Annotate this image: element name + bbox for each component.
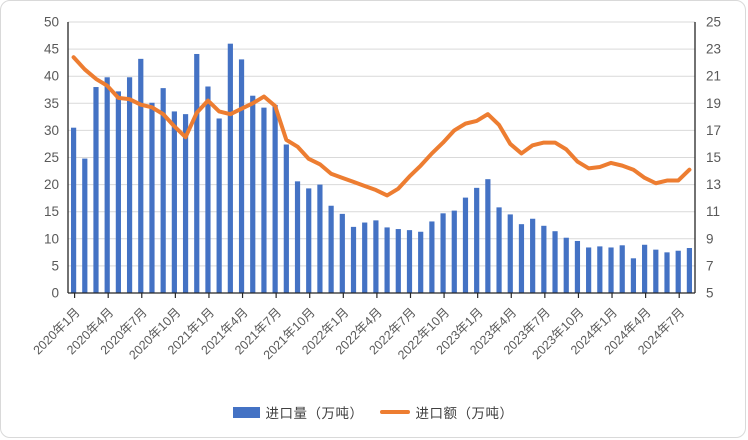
import-volume-bar <box>171 111 177 294</box>
import-volume-bar <box>630 258 637 293</box>
import-volume-bar <box>126 77 133 293</box>
y-left-tick-label: 5 <box>51 258 59 273</box>
import-volume-bar <box>205 86 211 293</box>
import-volume-bar <box>675 250 681 293</box>
y-left-tick-label: 15 <box>44 204 59 219</box>
y-right-tick-label: 9 <box>706 231 714 246</box>
import-volume-bar <box>474 187 480 293</box>
legend-item-import-volume: 进口量（万吨） <box>232 402 364 422</box>
import-volume-bar <box>395 229 401 293</box>
bar-series-swatch-icon <box>232 406 260 418</box>
y-right-tick-label: 25 <box>706 15 721 30</box>
import-volume-bar <box>518 224 525 293</box>
import-volume-bar <box>541 225 547 293</box>
y-left-tick-label: 10 <box>44 231 59 246</box>
line-series-swatch-icon <box>379 410 410 414</box>
import-volume-bar <box>462 197 469 293</box>
y-left-tick-label: 30 <box>44 123 59 138</box>
import-volume-bar <box>182 114 189 293</box>
y-left-tick-label: 40 <box>44 69 59 84</box>
import-volume-bar <box>149 102 155 294</box>
y-left-tick-label: 25 <box>44 150 59 165</box>
import-volume-bar <box>485 179 491 293</box>
import-volume-bar <box>306 188 312 293</box>
import-volume-bar <box>328 205 334 293</box>
import-volume-bar <box>227 43 233 294</box>
import-volume-bar <box>686 248 693 293</box>
legend-label-import-value: 进口额（万吨） <box>415 406 514 421</box>
import-volume-bar <box>115 91 121 293</box>
import-volume-bar <box>597 246 603 293</box>
y-right-tick-label: 7 <box>706 258 714 273</box>
import-volume-bar <box>93 87 99 293</box>
import-volume-bar <box>138 58 144 293</box>
import-volume-bar <box>362 222 368 293</box>
import-volume-bar <box>440 213 446 293</box>
legend-label-import-volume: 进口量（万吨） <box>265 406 364 421</box>
import-volume-bar <box>574 240 581 293</box>
import-value-line <box>71 55 692 198</box>
import-volume-bar <box>563 237 569 293</box>
y-right-tick-label: 23 <box>706 42 721 57</box>
import-volume-bar <box>429 221 435 293</box>
y-left-tick-label: 50 <box>44 15 59 30</box>
import-volume-bar <box>451 210 457 293</box>
import-volume-bar <box>664 252 670 293</box>
import-volume-bar <box>642 244 648 293</box>
import-volume-bar <box>507 214 513 293</box>
import-volume-bar <box>406 230 413 293</box>
y-left-tick-label: 45 <box>44 42 59 57</box>
import-volume-bar <box>261 107 267 293</box>
import-volume-bar <box>160 88 166 294</box>
y-right-tick-label: 19 <box>706 96 721 111</box>
import-volume-bar <box>339 213 345 293</box>
import-volume-bar <box>70 127 77 293</box>
import-volume-bar <box>317 184 323 293</box>
import-volume-bar <box>238 59 245 294</box>
import-volume-bar <box>530 218 536 293</box>
legend: 进口量（万吨） 进口额（万吨） <box>1 402 745 422</box>
import-volume-bar <box>272 104 278 294</box>
y-left-tick-label: 35 <box>44 96 59 111</box>
import-volume-bar <box>373 220 379 293</box>
y-right-tick-label: 5 <box>706 286 714 301</box>
import-volume-bar <box>552 231 558 293</box>
y-right-tick-label: 11 <box>706 204 720 219</box>
import-volume-bar <box>216 118 222 293</box>
import-volume-bar <box>350 226 357 293</box>
import-volume-bar <box>194 53 200 294</box>
import-volume-bar <box>496 207 502 293</box>
legend-item-import-value: 进口额（万吨） <box>379 402 514 422</box>
y-right-tick-label: 21 <box>706 69 721 84</box>
y-right-tick-label: 15 <box>706 150 721 165</box>
import-volume-bar <box>384 227 390 293</box>
y-left-tick-label: 0 <box>51 286 59 301</box>
import-volume-bar <box>619 245 625 293</box>
import-volume-bar <box>586 247 592 293</box>
y-right-tick-label: 17 <box>706 123 721 138</box>
import-volume-bars <box>70 43 693 294</box>
y-right-tick-label: 13 <box>706 177 721 192</box>
import-volume-bar <box>294 181 301 293</box>
import-volume-bar <box>283 144 289 293</box>
import-volume-bar <box>104 77 110 293</box>
import-volume-bar <box>418 231 424 293</box>
import-volume-bar <box>653 249 659 293</box>
import-volume-bar <box>608 247 614 293</box>
import-volume-bar <box>250 95 256 293</box>
import-volume-bar <box>82 158 88 293</box>
y-left-tick-label: 20 <box>44 177 59 192</box>
